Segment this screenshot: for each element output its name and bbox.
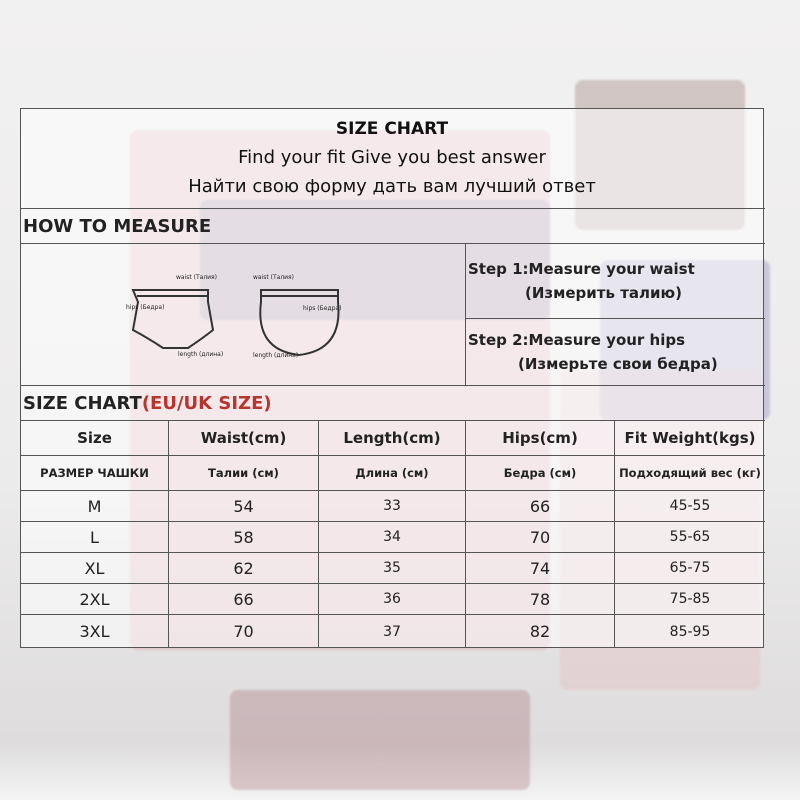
waist-label-1: waist (Талия) [176,274,218,281]
size-chart-sheet: SIZE CHART Find your fit Give you best a… [20,108,765,648]
column-header-ru: РАЗМЕР ЧАШКИ [21,456,169,491]
value-cell: 78 [466,584,615,615]
size-cell: 3XL [21,615,169,648]
value-cell: 55-65 [615,522,765,553]
size-chart-heading-text: SIZE CHART [23,392,142,414]
value-cell: 85-95 [669,623,711,640]
value-cell: 66 [466,491,615,522]
value-cell: 66 [169,584,319,615]
value-cell: 70 [169,615,319,648]
step-1: Step 1:Measure your waist (Измерить тали… [466,244,765,319]
column-header: Size [21,421,169,456]
value-cell: 36 [319,584,466,615]
size-cell: M [21,491,169,522]
length-label-2: length (длина) [253,352,299,359]
how-to-measure-heading: HOW TO MEASURE [21,208,765,244]
subtitle-ru: Найти свою форму дать вам лучший ответ [188,176,596,197]
underwear-diagram-icon [131,288,340,356]
value-cell: 34 [319,522,466,553]
step-2: Step 2:Measure your hips (Измерьте свои … [466,319,765,386]
chart-title: SIZE CHART [335,119,449,139]
size-cell: 2XL [21,584,169,615]
size-chart-heading: SIZE CHART (EU/UK SIZE) [21,386,765,421]
step-2-ru: (Измерьте свои бедра) [518,355,718,373]
background-lace-burgundy [230,690,530,790]
value-cell: 82 [466,615,615,648]
size-cell: L [21,522,169,553]
column-header-ru: Подходящий вес (кг) [615,456,765,491]
value-cell: 74 [466,553,615,584]
column-header: Length(cm) [319,421,466,456]
subtitle-en: Find your fit Give you best answer [238,147,546,168]
column-header-ru: Бедра (см) [466,456,615,491]
value-cell: 33 [319,491,466,522]
value-cell: 58 [169,522,319,553]
value-cell: 37 [319,615,466,648]
column-header-ru: Длина (см) [319,456,466,491]
column-header: Waist(cm) [169,421,319,456]
column-header: Hips(cm) [466,421,615,456]
value-cell: 70 [466,522,615,553]
hips-label-1: hips (Бедра) [126,304,165,311]
step-1-ru: (Измерить талию) [525,284,682,302]
length-label-1: length (длина) [178,351,224,358]
column-header-ru: Талии (см) [169,456,319,491]
hips-label-2: hips (Бедра) [303,305,342,312]
value-cell: 62 [169,553,319,584]
value-cell: 65-75 [615,553,765,584]
value-cell: 54 [169,491,319,522]
value-cell: 35 [319,553,466,584]
step-2-text: Step 2:Measure your hips [468,331,686,349]
column-header: Fit Weight(kgs) [615,421,765,456]
measure-diagram: waist (Талия) waist (Талия) hips (Бедра)… [21,244,466,386]
value-cell: 75-85 [615,584,765,615]
size-region-label: (EU/UK SIZE) [141,392,272,414]
step-1-text: Step 1:Measure your waist [468,260,695,278]
size-cell: XL [21,553,169,584]
waist-label-2: waist (Талия) [253,274,295,281]
value-cell: 45-55 [615,491,765,522]
